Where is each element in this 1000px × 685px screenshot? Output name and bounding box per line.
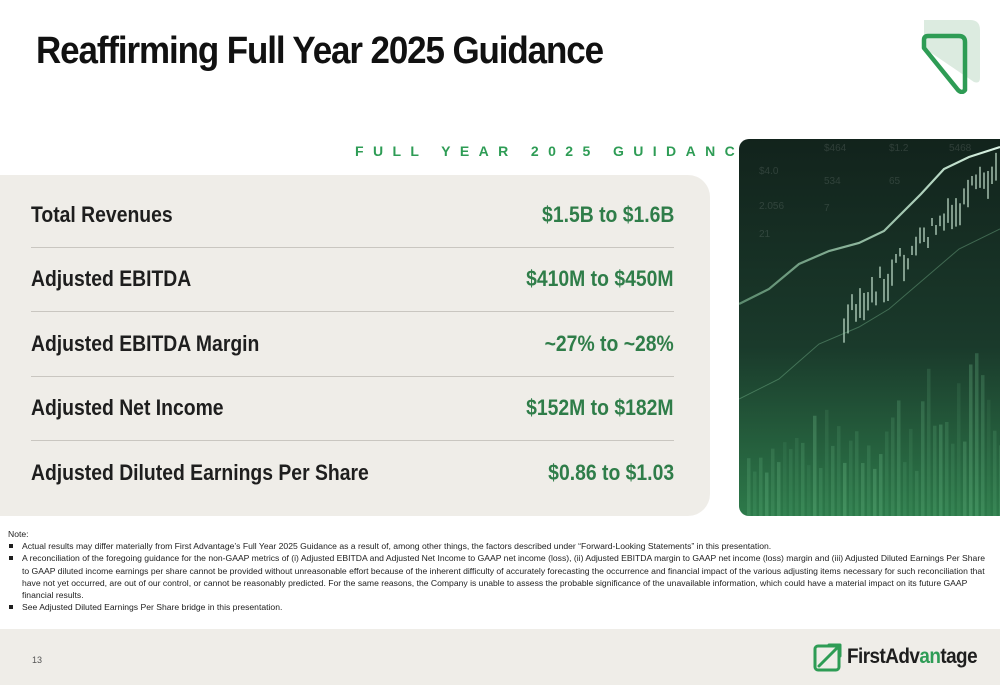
metric-label: Adjusted EBITDA [31, 266, 192, 292]
photo-volume-bar [819, 467, 823, 516]
photo-volume-bar [909, 428, 913, 516]
photo-volume-bar [801, 442, 805, 516]
photo-volume-bar [993, 430, 997, 516]
photo-volume-bar [915, 470, 919, 516]
photo-volume-bar [975, 353, 979, 516]
stock-chart-image: $4.0 2.056 21 $464 $1.2 5468 534 65 7 [739, 139, 1000, 516]
photo-volume-bar [813, 415, 817, 516]
photo-overlay-text: 534 [824, 176, 841, 187]
photo-volume-bar [897, 400, 901, 516]
metric-value: $1.5B to $1.6B [541, 201, 674, 227]
metric-label: Adjusted Diluted Earnings Per Share [31, 460, 369, 486]
guidance-row-adjusted-ebitda: Adjusted EBITDA $410M to $450M [31, 248, 674, 312]
photo-overlay-text: $464 [824, 143, 847, 154]
notes-heading: Note: [8, 529, 29, 539]
photo-volume-bar [867, 445, 871, 516]
photo-volume-bar [795, 437, 799, 516]
photo-volume-bar [855, 431, 859, 516]
photo-volume-bar [747, 458, 751, 516]
guidance-row-total-revenues: Total Revenues $1.5B to $1.6B [31, 183, 674, 248]
photo-volume-bar [873, 468, 877, 516]
brand-mark-icon [813, 643, 842, 672]
photo-volume-bar [903, 462, 907, 516]
photo-volume-bar [837, 426, 841, 516]
photo-volume-bar [807, 465, 811, 516]
photo-volume-bar [957, 383, 961, 516]
photo-volume-bar [879, 454, 883, 516]
photo-volume-bar [969, 364, 973, 516]
photo-volume-bar [861, 463, 865, 516]
metric-label: Adjusted EBITDA Margin [31, 330, 260, 356]
slide-title: Reaffirming Full Year 2025 Guidance [36, 30, 604, 72]
stock-chart-photo: $4.0 2.056 21 $464 $1.2 5468 534 65 7 [739, 139, 1000, 516]
notes-section: Note: Actual results may differ material… [8, 528, 993, 613]
notes-list: Actual results may differ materially fro… [8, 540, 993, 613]
photo-volume-bar [753, 471, 757, 516]
note-item: See Adjusted Diluted Earnings Per Share … [8, 601, 993, 613]
photo-overlay-text: 2.056 [759, 201, 784, 212]
photo-volume-bar [759, 457, 763, 516]
photo-volume-bar [777, 462, 781, 516]
photo-volume-bar [765, 472, 769, 516]
photo-volume-bar [831, 445, 835, 516]
photo-volume-bar [771, 448, 775, 516]
guidance-row-adjusted-net-income: Adjusted Net Income $152M to $182M [31, 377, 674, 441]
metric-label: Total Revenues [31, 201, 173, 227]
footer-bar: 13 FirstAdvantage [0, 629, 1000, 685]
photo-overlay-text: 5468 [949, 143, 972, 154]
photo-overlay-text: 21 [759, 229, 771, 240]
metric-value: $410M to $450M [526, 266, 674, 292]
metric-label: Adjusted Net Income [31, 395, 224, 421]
guidance-panel: Total Revenues $1.5B to $1.6B Adjusted E… [0, 175, 710, 516]
photo-volume-bar [783, 442, 787, 516]
photo-volume-bar [951, 443, 955, 516]
note-item: A reconciliation of the foregoing guidan… [8, 552, 993, 601]
photo-overlay-text: 65 [889, 176, 901, 187]
brand-name: FirstAdvantage [847, 645, 978, 668]
photo-volume-bar [945, 421, 949, 516]
brand-logo: FirstAdvantage [813, 642, 991, 672]
photo-volume-bar [843, 462, 847, 516]
photo-volume-bar [825, 409, 829, 516]
photo-overlay-text: $1.2 [889, 143, 909, 154]
guidance-row-adjusted-diluted-eps: Adjusted Diluted Earnings Per Share $0.8… [31, 441, 674, 506]
photo-overlay-text: $4.0 [759, 166, 779, 177]
photo-overlay-text: 7 [824, 203, 830, 214]
photo-volume-bar [927, 368, 931, 516]
page-number: 13 [32, 655, 43, 665]
photo-volume-bar [789, 449, 793, 516]
photo-volume-bar [981, 375, 985, 516]
photo-volume-bar [849, 440, 853, 516]
metric-value: $0.86 to $1.03 [548, 460, 674, 486]
photo-volume-bar [963, 441, 967, 516]
corner-logo-icon [921, 20, 980, 94]
photo-volume-bar [891, 417, 895, 516]
photo-volume-bar [939, 424, 943, 516]
metric-value: $152M to $182M [526, 395, 674, 421]
note-item: Actual results may differ materially fro… [8, 540, 993, 552]
photo-volume-bar [987, 399, 991, 516]
metric-value: ~27% to ~28% [544, 330, 674, 356]
photo-volume-bar [921, 401, 925, 516]
section-label: FULL YEAR 2025 GUIDANCE [355, 143, 763, 159]
photo-volume-bar [933, 425, 937, 516]
photo-volume-bar [885, 431, 889, 516]
guidance-row-adjusted-ebitda-margin: Adjusted EBITDA Margin ~27% to ~28% [31, 312, 674, 377]
